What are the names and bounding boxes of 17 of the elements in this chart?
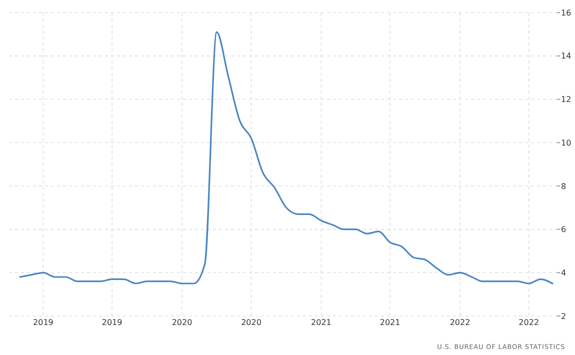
x-tick-label: 2022 [518,318,540,327]
y-tick-label: 12 [561,95,572,104]
x-tick-label: 2019 [33,318,54,327]
y-tick-label: 16 [561,8,572,18]
x-tick-label: 2020 [172,318,192,327]
line-series [19,31,554,284]
x-tick-label: 2019 [102,318,122,327]
y-tick-label: 6 [561,225,566,234]
y-tick-label: 10 [561,138,572,148]
y-tick-label: 4 [561,268,566,278]
y-tick-label: 14 [561,52,572,61]
x-tick-label: 2021 [311,318,332,327]
x-tick-label: 2022 [450,318,470,327]
x-tick-label: 2021 [380,318,400,327]
y-tick-label: 2 [561,312,566,321]
x-tick-label: 2020 [241,318,262,327]
y-tick-label: 8 [561,182,566,191]
